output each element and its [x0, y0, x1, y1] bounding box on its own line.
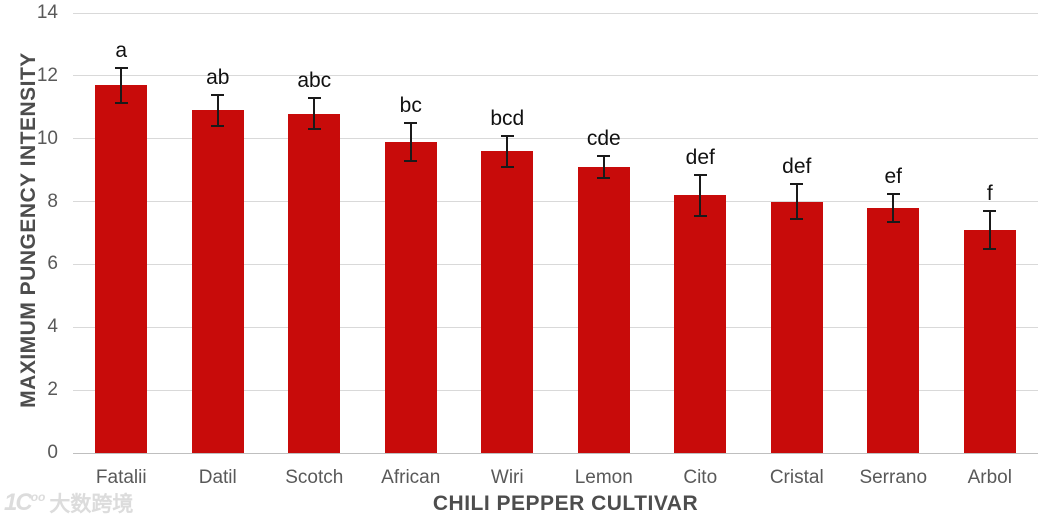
gridline	[73, 75, 1038, 77]
error-bar-cap	[211, 93, 225, 96]
x-tick-label: Datil	[198, 467, 237, 488]
x-tick-label: Wiri	[490, 467, 524, 488]
bar	[191, 110, 244, 453]
y-tick-label: 6	[47, 253, 58, 275]
significance-letter: ab	[206, 65, 230, 89]
error-bar-cap	[597, 155, 611, 157]
x-tick-label: Cito	[683, 467, 718, 488]
watermark: 1Coo 大数跨境	[4, 488, 133, 518]
error-bar-cap	[404, 159, 418, 162]
error-bar	[506, 135, 509, 167]
gridline	[73, 389, 1038, 391]
y-tick-label: 8	[47, 190, 58, 212]
error-bar-cap	[114, 101, 128, 104]
bar	[867, 207, 920, 453]
significance-letter: cde	[586, 127, 621, 150]
bar	[481, 151, 534, 453]
error-bar-cap	[790, 217, 804, 220]
gridline	[73, 201, 1038, 203]
x-tick-label: Cristal	[769, 467, 824, 488]
x-tick-label: Arbol	[967, 467, 1012, 488]
bar	[770, 201, 823, 453]
bar	[963, 229, 1016, 453]
error-bar	[602, 156, 605, 178]
error-bar-cap	[114, 67, 128, 69]
x-axis-title: CHILI PEPPER CULTIVAR	[432, 492, 699, 515]
plot-area: a ab abc bc bcd cde def def ef f	[73, 12, 1038, 454]
watermark-text: 大数跨境	[49, 493, 134, 516]
error-bar-cap	[886, 221, 900, 223]
error-bar-cap	[500, 134, 514, 137]
error-bar-cap	[500, 166, 514, 168]
significance-letter: bc	[399, 94, 422, 117]
error-bar	[892, 193, 895, 222]
y-tick-label: 10	[36, 127, 58, 149]
error-bar-cap	[307, 96, 321, 99]
error-bar	[216, 94, 219, 127]
x-tick-label: African	[381, 467, 441, 488]
error-bar-cap	[693, 173, 707, 176]
y-tick-label: 0	[47, 442, 58, 463]
error-bar	[699, 174, 702, 216]
x-tick-label: Scotch	[285, 467, 344, 488]
y-tick-label: 14	[36, 2, 58, 23]
error-bar-cap	[211, 125, 225, 128]
gridline	[73, 326, 1038, 328]
significance-letter: f	[986, 182, 993, 205]
gridline	[73, 263, 1038, 265]
significance-letter: def	[685, 145, 715, 169]
significance-letter: bcd	[490, 106, 525, 130]
bar	[288, 113, 341, 453]
error-bar-cap	[983, 210, 997, 212]
y-tick-label: 12	[36, 64, 58, 86]
x-tick-label: Serrano	[859, 467, 928, 488]
bar	[95, 85, 148, 453]
error-bar-cap	[983, 247, 997, 250]
error-bar-cap	[597, 177, 611, 179]
y-tick-label: 4	[47, 316, 58, 338]
error-bar	[313, 97, 316, 130]
y-tick-label: 2	[47, 379, 58, 401]
error-bar	[120, 68, 123, 103]
error-bar	[795, 184, 798, 219]
error-bar-cap	[404, 122, 418, 124]
watermark-logo-icon: 1Coo	[4, 489, 46, 516]
significance-letter: a	[115, 39, 128, 62]
x-tick-label: Fatalii	[95, 467, 147, 488]
error-bar-cap	[307, 128, 321, 131]
gridline	[73, 12, 1038, 14]
x-axis-line	[73, 452, 1038, 454]
bar	[577, 167, 630, 453]
bar	[384, 141, 437, 453]
error-bar-cap	[693, 214, 707, 217]
significance-letter: def	[782, 155, 812, 179]
significance-letter: ef	[884, 164, 902, 188]
significance-letter: abc	[297, 68, 332, 92]
error-bar	[409, 123, 412, 161]
gridline	[73, 138, 1038, 140]
error-bar-cap	[790, 183, 804, 186]
error-bar-cap	[886, 192, 900, 195]
bar	[674, 195, 727, 453]
x-tick-label: Lemon	[574, 467, 633, 488]
error-bar	[988, 211, 991, 249]
